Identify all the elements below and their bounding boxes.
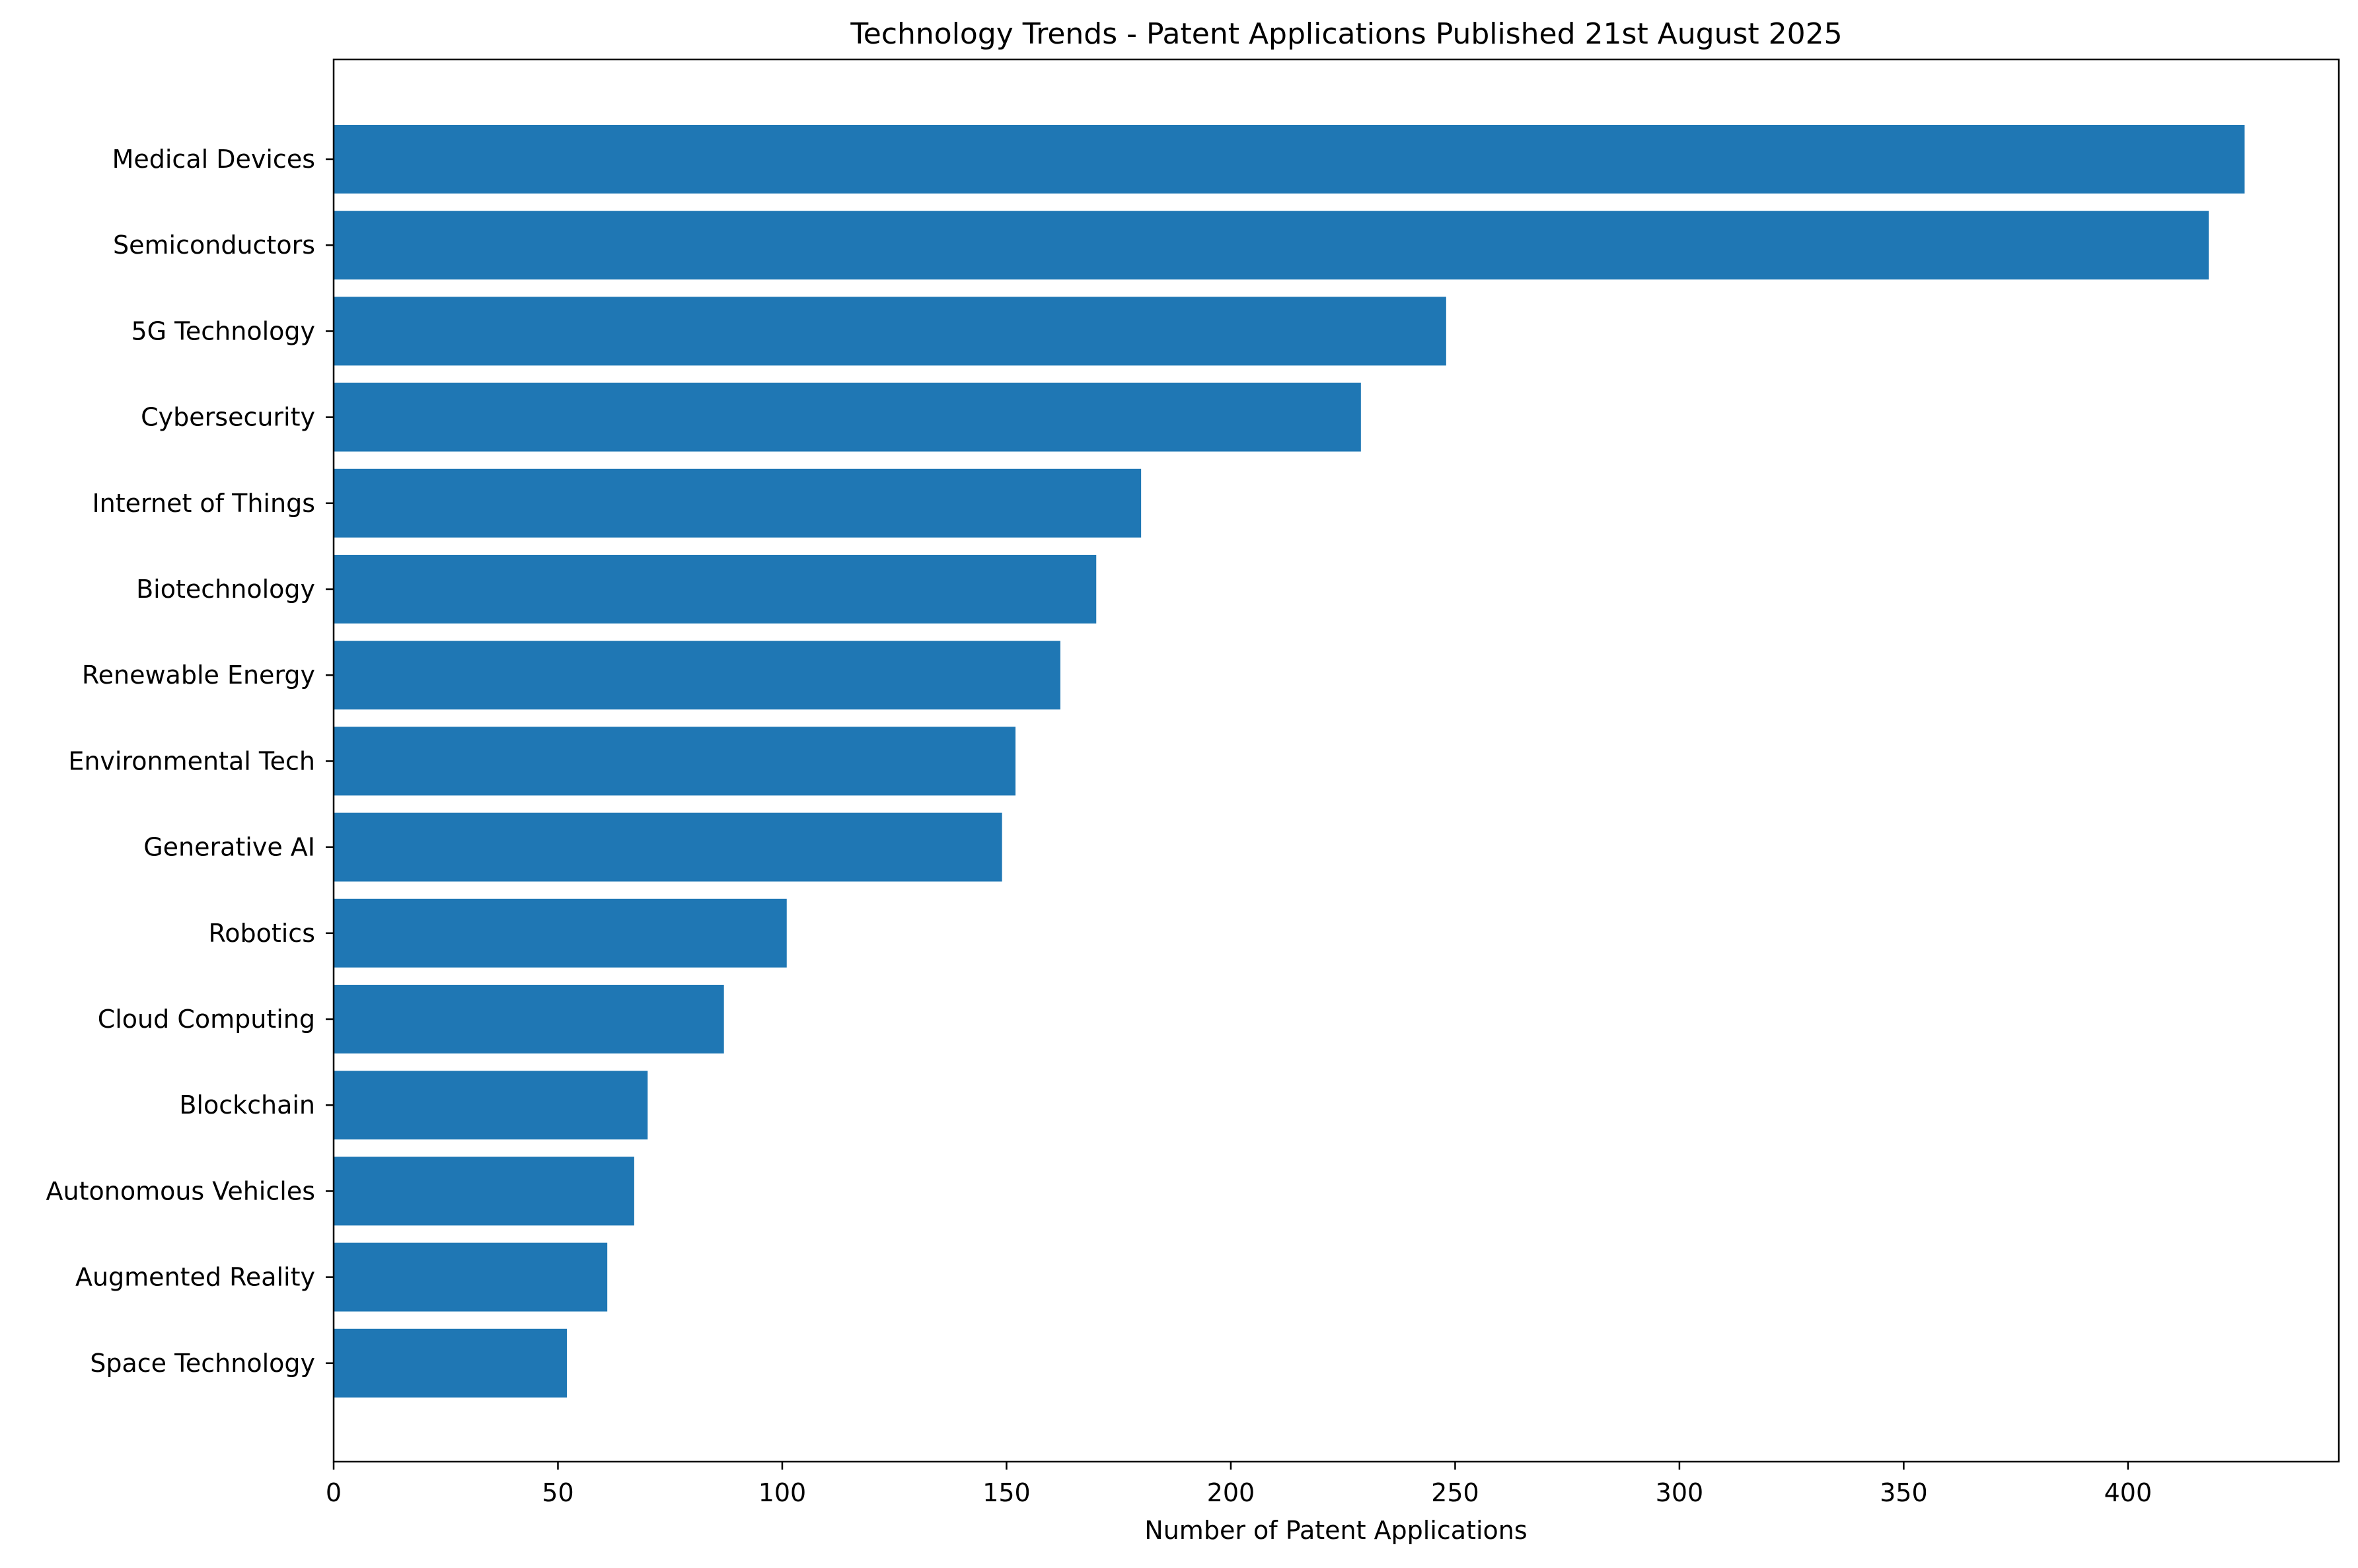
bar-cloud-computing xyxy=(334,985,724,1053)
y-tick-label: Space Technology xyxy=(90,1349,315,1378)
bar-blockchain xyxy=(334,1071,647,1139)
bar-robotics xyxy=(334,899,787,968)
bar-cybersecurity xyxy=(334,383,1361,452)
y-tick-label: 5G Technology xyxy=(131,316,315,345)
bar-augmented-reality xyxy=(334,1243,607,1312)
bar-biotechnology xyxy=(334,555,1096,624)
y-tick-label: Augmented Reality xyxy=(75,1263,315,1292)
chart-title: Technology Trends - Patent Applications … xyxy=(850,17,1842,51)
bar-internet-of-things xyxy=(334,469,1141,538)
x-tick-label: 150 xyxy=(982,1478,1031,1507)
bar-environmental-tech xyxy=(334,727,1015,795)
x-tick-label: 250 xyxy=(1431,1478,1479,1507)
y-tick-label: Robotics xyxy=(209,919,315,948)
bar-medical-devices xyxy=(334,125,2244,194)
x-tick-label: 100 xyxy=(758,1478,807,1507)
y-tick-label: Blockchain xyxy=(179,1090,315,1120)
x-tick-label: 50 xyxy=(542,1478,573,1507)
x-tick-label: 200 xyxy=(1207,1478,1255,1507)
x-tick-label: 350 xyxy=(1880,1478,1928,1507)
x-tick-label: 400 xyxy=(2104,1478,2153,1507)
y-tick-label: Internet of Things xyxy=(92,489,315,518)
bar-semiconductors xyxy=(334,211,2209,279)
y-tick-label: Cloud Computing xyxy=(98,1005,315,1034)
bar-generative-ai xyxy=(334,813,1002,882)
y-tick-label: Autonomous Vehicles xyxy=(46,1176,315,1205)
x-tick-label: 300 xyxy=(1656,1478,1704,1507)
y-tick-label: Biotechnology xyxy=(136,575,315,604)
bar-space-technology xyxy=(334,1329,567,1398)
y-tick-label: Renewable Energy xyxy=(82,660,315,690)
bar-5g-technology xyxy=(334,297,1446,365)
y-tick-label: Generative AI xyxy=(143,833,315,862)
bar-autonomous-vehicles xyxy=(334,1157,634,1225)
x-axis-label: Number of Patent Applications xyxy=(1144,1516,1527,1545)
y-tick-label: Cybersecurity xyxy=(141,403,315,432)
y-tick-label: Medical Devices xyxy=(112,145,315,174)
y-tick-label: Environmental Tech xyxy=(68,746,315,775)
bar-renewable-energy xyxy=(334,641,1060,709)
y-tick-label: Semiconductors xyxy=(113,231,315,260)
x-tick-label: 0 xyxy=(326,1478,342,1507)
